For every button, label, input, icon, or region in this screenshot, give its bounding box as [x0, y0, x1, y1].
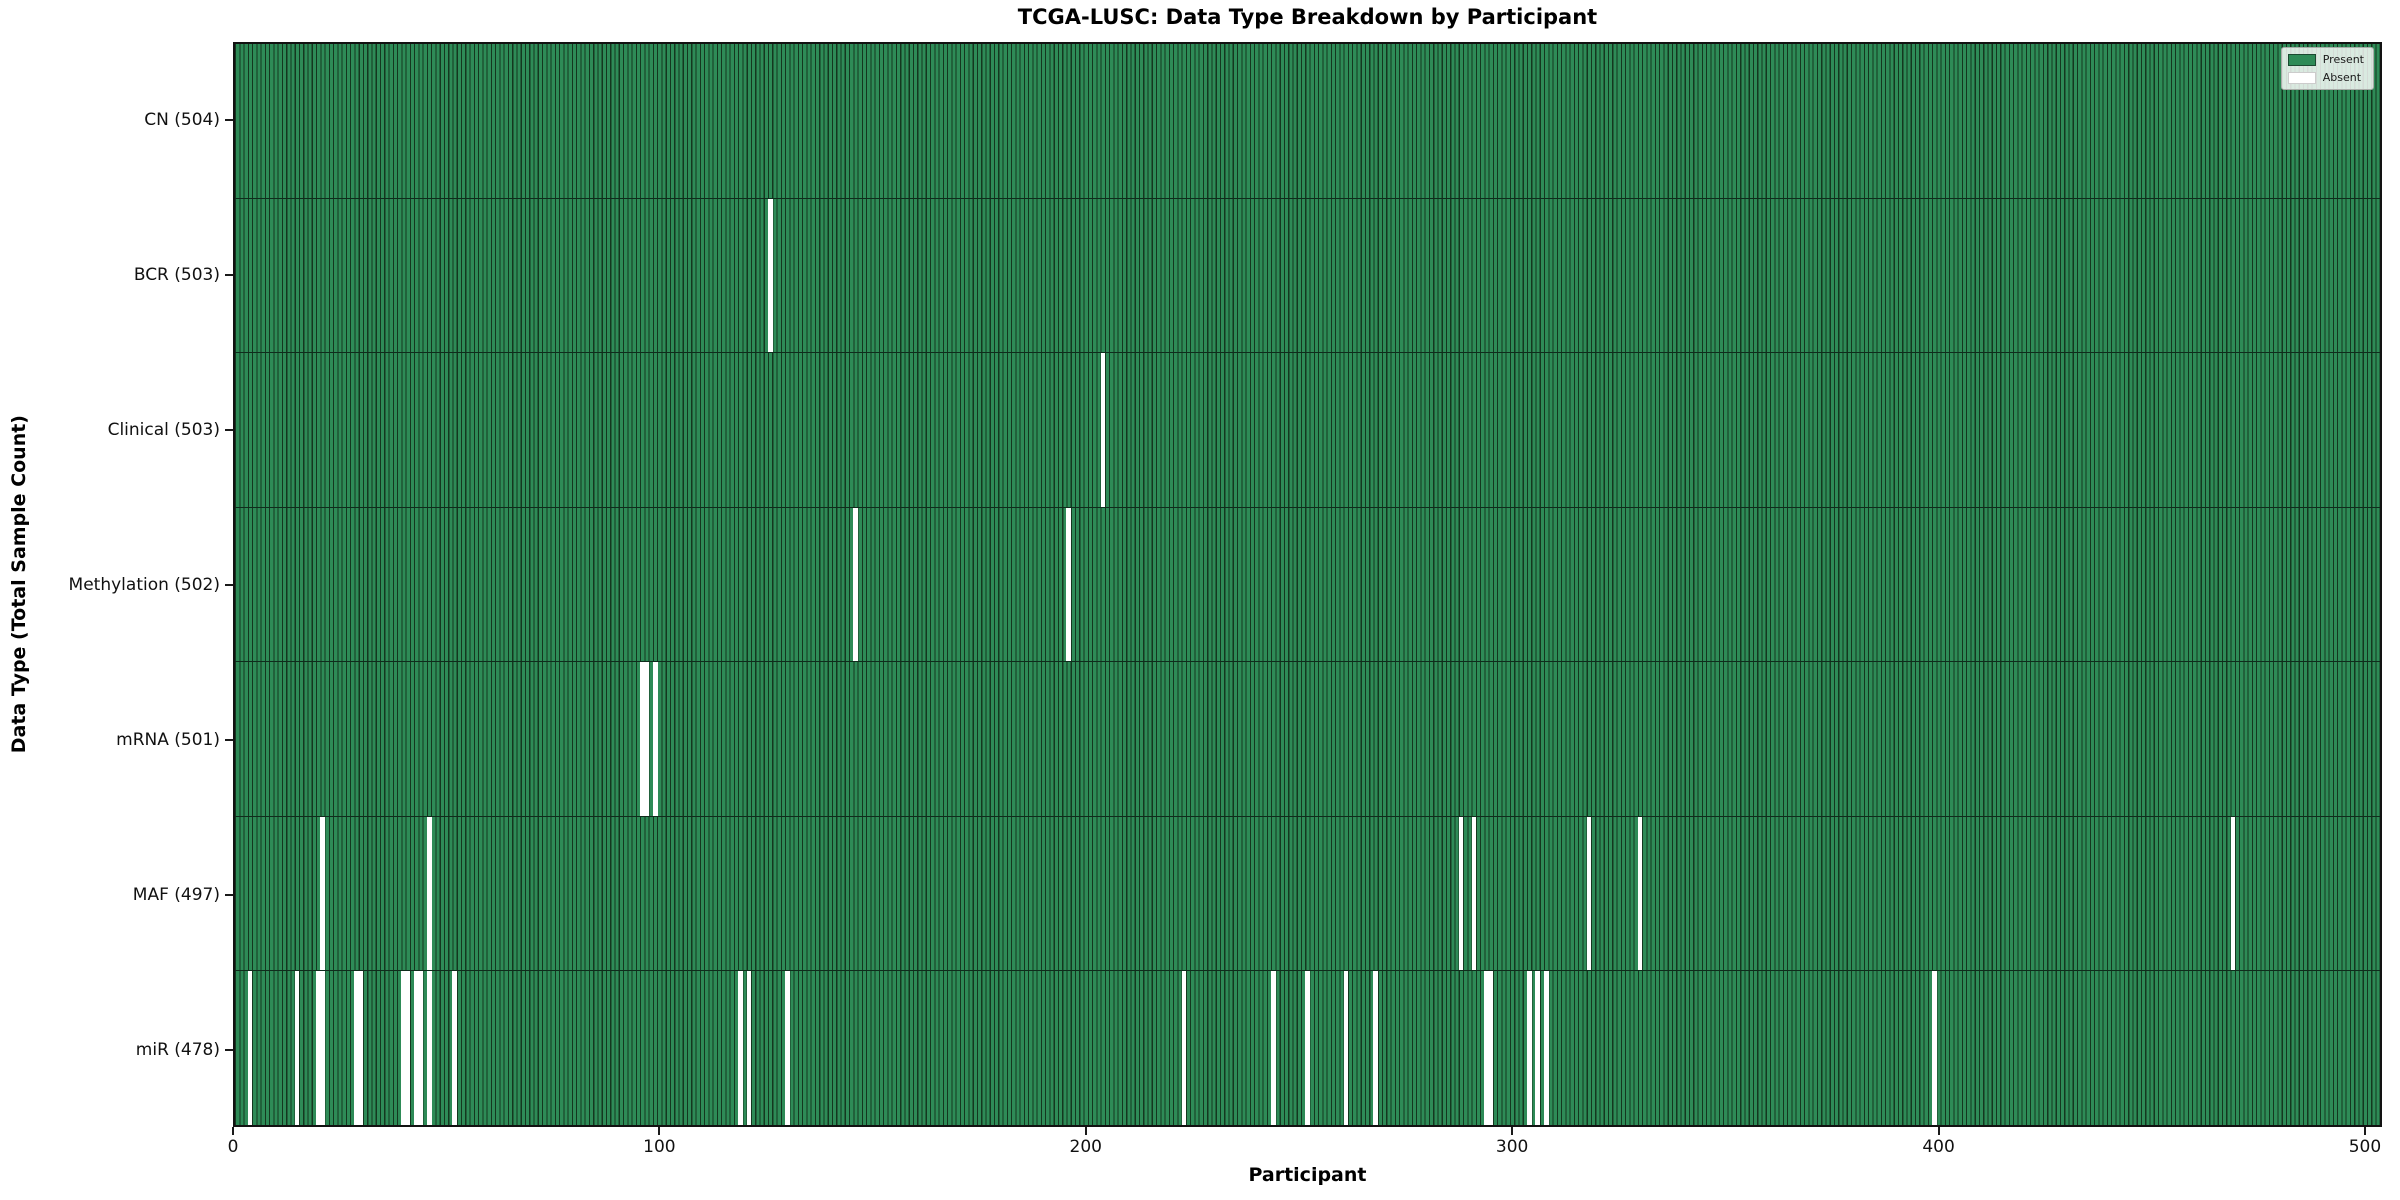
x-tick-mark	[1511, 1127, 1514, 1135]
absent-gap	[414, 971, 423, 1126]
presence-row-Clinical	[235, 352, 2380, 507]
y-tick-label: miR (478)	[135, 1039, 220, 1060]
absent-gap	[640, 662, 649, 816]
legend: Present Absent	[2280, 47, 2374, 90]
y-tick-label: MAF (497)	[132, 884, 220, 905]
absent-gap	[1181, 971, 1187, 1126]
absent-gap	[1305, 971, 1310, 1126]
y-tick-mark	[225, 428, 233, 431]
x-tick-mark	[1084, 1127, 1087, 1135]
presence-row-miR	[235, 970, 2380, 1126]
plot-area	[233, 42, 2382, 1127]
absent-gap	[2230, 816, 2236, 971]
absent-gap	[316, 971, 325, 1126]
absent-gap	[320, 816, 325, 971]
absent-gap	[426, 971, 432, 1126]
absent-gap	[1484, 971, 1494, 1126]
legend-label-present: Present	[2322, 53, 2364, 66]
absent-gap	[426, 816, 432, 971]
y-tick-label: Methylation (502)	[68, 574, 220, 595]
absent-gap	[746, 971, 752, 1126]
absent-gap	[452, 971, 458, 1126]
presence-row-CN	[235, 44, 2380, 198]
y-tick-label: CN (504)	[144, 109, 220, 130]
absent-gap	[1932, 971, 1937, 1126]
y-tick-mark	[225, 583, 233, 586]
absent-gap	[1100, 353, 1106, 507]
absent-gap	[354, 971, 364, 1126]
absent-swatch-icon	[2287, 71, 2316, 84]
x-tick-label: 300	[1495, 1137, 1529, 1157]
present-swatch-icon	[2287, 53, 2316, 66]
legend-entry-absent: Absent	[2287, 71, 2364, 84]
x-tick-mark	[2363, 1127, 2366, 1135]
absent-gap	[1066, 507, 1072, 662]
absent-gap	[1544, 971, 1549, 1126]
absent-gap	[1373, 971, 1379, 1126]
absent-gap	[1271, 971, 1276, 1126]
absent-gap	[401, 971, 411, 1126]
y-tick-mark	[225, 1048, 233, 1051]
legend-entry-present: Present	[2287, 53, 2364, 66]
presence-row-MAF	[235, 815, 2380, 971]
absent-gap	[1637, 816, 1643, 971]
chart-title: TCGA-LUSC: Data Type Breakdown by Partic…	[1017, 5, 1598, 29]
absent-gap	[738, 971, 743, 1126]
y-tick-mark	[225, 273, 233, 276]
absent-gap	[247, 971, 253, 1126]
legend-label-absent: Absent	[2322, 71, 2362, 84]
y-tick-mark	[225, 118, 233, 121]
absent-gap	[853, 507, 858, 662]
presence-row-BCR	[235, 197, 2380, 353]
absent-gap	[1535, 971, 1541, 1126]
absent-gap	[785, 971, 790, 1126]
presence-row-mRNA	[235, 661, 2380, 816]
x-tick-mark	[1937, 1127, 1940, 1135]
absent-gap	[1526, 971, 1532, 1126]
x-tick-mark	[232, 1127, 234, 1135]
presence-row-Methylation	[235, 506, 2380, 662]
absent-gap	[1586, 816, 1592, 971]
x-axis-label: Participant	[1248, 1164, 1367, 1186]
y-tick-label: mRNA (501)	[116, 729, 220, 750]
absent-gap	[294, 971, 300, 1126]
absent-gap	[1458, 816, 1464, 971]
x-tick-label: 100	[643, 1137, 676, 1157]
absent-gap	[1471, 816, 1477, 971]
x-tick-label: 400	[1922, 1137, 1955, 1157]
absent-gap	[652, 662, 658, 816]
x-tick-label: 200	[1069, 1137, 1102, 1157]
x-tick-label: 0	[227, 1137, 239, 1157]
absent-gap	[1343, 971, 1349, 1126]
y-tick-label: BCR (503)	[133, 264, 220, 285]
x-tick-label: 500	[2348, 1137, 2382, 1157]
y-tick-mark	[225, 893, 233, 896]
absent-gap	[767, 198, 773, 353]
y-tick-mark	[225, 738, 233, 741]
x-tick-mark	[658, 1127, 661, 1135]
y-tick-label: Clinical (503)	[107, 419, 220, 440]
